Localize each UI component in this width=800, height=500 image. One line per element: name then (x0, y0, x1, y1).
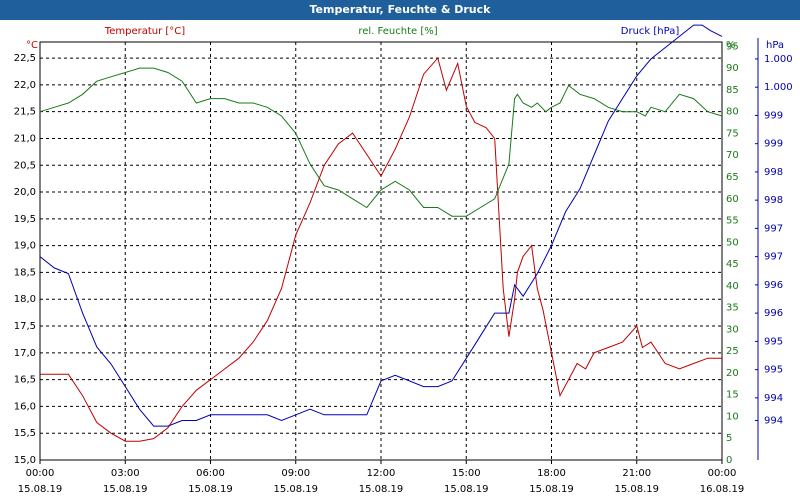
y-right1-tick-label: 90 (726, 63, 739, 74)
y-right2-tick-label: 995 (764, 336, 783, 347)
y-right1-tick-label: 75 (726, 128, 739, 139)
chart-series-layer (39, 24, 723, 442)
legend-entry: Druck [hPa] (621, 26, 680, 37)
y-left-tick-label: 16,0 (14, 401, 36, 412)
y-left-tick-label: 18,0 (14, 294, 36, 305)
chart-grid (39, 41, 723, 461)
y-right1-tick-label: 5 (726, 433, 732, 444)
y-right1-tick-label: 40 (726, 281, 739, 292)
window-title-bar: Temperatur, Feuchte & Druck (0, 0, 800, 20)
x-tick-label-time: 00:00 (26, 468, 55, 479)
x-tick-label-time: 15:00 (452, 468, 481, 479)
y-right1-tick-label: 70 (726, 150, 739, 161)
x-tick-label-time: 00:00 (708, 468, 737, 479)
y-right1-tick-label: 0 (726, 455, 732, 466)
y-left-tick-label: 15,0 (14, 455, 36, 466)
y-left-unit-label: °C (26, 40, 38, 51)
x-tick-label-date: 15.08.19 (614, 484, 659, 495)
x-tick-label-date: 15.08.19 (273, 484, 318, 495)
x-tick-label-time: 09:00 (281, 468, 310, 479)
y-left-tick-label: 18,5 (14, 267, 36, 278)
y-right1-tick-label: 35 (726, 303, 739, 314)
y-right2-tick-label: 994 (764, 415, 783, 426)
y-left-tick-label: 15,5 (14, 428, 36, 439)
y-right2-tick-label: 998 (764, 195, 783, 206)
x-tick-label-date: 15.08.19 (444, 484, 489, 495)
y-right1-tick-label: 20 (726, 368, 739, 379)
x-tick-label-time: 18:00 (537, 468, 566, 479)
y-right1-tick-label: 10 (726, 411, 739, 422)
y-left-tick-label: 20,0 (14, 187, 36, 198)
y-right1-tick-label: 60 (726, 194, 739, 205)
y-right2-tick-label: 1.000 (764, 54, 793, 65)
x-tick-label-date: 16.08.19 (700, 484, 745, 495)
x-tick-label-date: 15.08.19 (18, 484, 63, 495)
y-right2-tick-label: 999 (764, 139, 783, 150)
y-right2-tick-label: 998 (764, 167, 783, 178)
y-right1-tick-label: 80 (726, 107, 739, 118)
y-right1-tick-label: 65 (726, 172, 739, 183)
y-left-tick-label: 17,0 (14, 348, 36, 359)
y-right2-tick-label: 1.000 (764, 82, 793, 93)
x-tick-label-time: 03:00 (111, 468, 140, 479)
legend-entry: rel. Feuchte [%] (358, 26, 437, 37)
y-right1-tick-label: 15 (726, 390, 739, 401)
y-right2-tick-label: 996 (764, 280, 783, 291)
x-tick-label-date: 15.08.19 (103, 484, 148, 495)
y-left-tick-label: 20,5 (14, 160, 36, 171)
y-right2-tick-label: 994 (764, 393, 783, 404)
y-right2-unit-label: hPa (766, 40, 784, 51)
series-line-pressure (39, 24, 723, 427)
y-right2-tick-label: 997 (764, 252, 783, 263)
x-tick-label-date: 15.08.19 (359, 484, 404, 495)
chart-canvas: 00:00 15.08.19 03:00 15.08.19 06:00 15.08.19 0… (14, 24, 793, 495)
y-right1-tick-label: 55 (726, 216, 739, 227)
x-tick-label-time: 06:00 (196, 468, 225, 479)
y-left-tick-label: 16,5 (14, 375, 36, 386)
y-right1-tick-label: 30 (726, 324, 739, 335)
y-right1-tick-label: 85 (726, 85, 739, 96)
y-left-tick-label: 22,5 (14, 53, 36, 64)
y-right1-tick-label: 45 (726, 259, 739, 270)
y-left-tick-label: 22,0 (14, 80, 36, 91)
y-right2-tick-label: 996 (764, 308, 783, 319)
y-right2-tick-label: 999 (764, 110, 783, 121)
y-right2-tick-label: 995 (764, 365, 783, 376)
y-left-tick-label: 19,0 (14, 241, 36, 252)
y-left-tick-label: 19,5 (14, 214, 36, 225)
y-right2-tick-label: 997 (764, 223, 783, 234)
y-right1-tick-label: 25 (726, 346, 739, 357)
y-left-tick-label: 21,5 (14, 107, 36, 118)
x-tick-label-time: 21:00 (622, 468, 651, 479)
y-right1-tick-label: 50 (726, 237, 739, 248)
x-tick-label-date: 15.08.19 (188, 484, 233, 495)
x-tick-label-time: 12:00 (367, 468, 396, 479)
y-left-tick-label: 17,5 (14, 321, 36, 332)
series-line-temperature (40, 57, 722, 442)
series-line-humidity (39, 67, 723, 217)
y-right1-unit-label: % (726, 40, 736, 51)
legend-entry: Temperatur [°C] (104, 26, 185, 37)
chart-axes: 00:00 15.08.19 03:00 15.08.19 06:00 15.08.19 0… (14, 26, 793, 495)
y-left-tick-label: 21,0 (14, 133, 36, 144)
window-title: Temperatur, Feuchte & Druck (309, 3, 491, 16)
x-tick-label-date: 15.08.19 (529, 484, 574, 495)
y-right1-tick-label: 95 (726, 41, 739, 52)
